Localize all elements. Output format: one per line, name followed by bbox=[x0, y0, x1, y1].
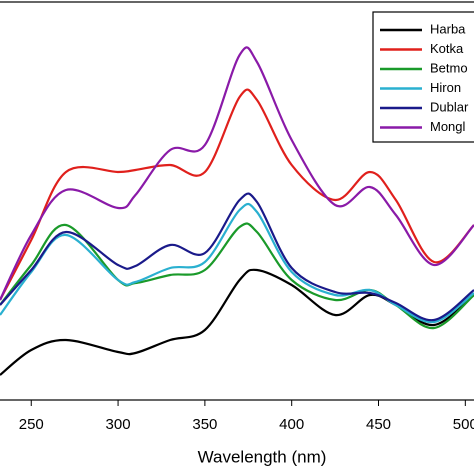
x-tick-label: 250 bbox=[19, 416, 44, 433]
x-tick-label: 400 bbox=[279, 416, 304, 433]
legend-label: Kotka bbox=[430, 41, 464, 56]
data-line bbox=[0, 88, 474, 301]
legend-label: Dublar bbox=[430, 99, 469, 114]
data-line bbox=[0, 222, 474, 330]
legend-label: Harba bbox=[430, 21, 466, 36]
plot-frame bbox=[0, 1, 474, 401]
data-line bbox=[0, 46, 474, 301]
legend-label: Mongl bbox=[430, 119, 466, 134]
data-line bbox=[0, 202, 474, 324]
data-line bbox=[0, 268, 474, 376]
x-tick-label: 350 bbox=[192, 416, 217, 433]
data-line bbox=[0, 192, 474, 322]
x-tick-label: 500 bbox=[453, 416, 474, 433]
legend-label: Betmo bbox=[430, 60, 468, 75]
x-tick-label: 450 bbox=[366, 416, 391, 433]
x-axis-title: Wavelength (nm) bbox=[198, 447, 327, 466]
x-tick-label: 300 bbox=[106, 416, 131, 433]
legend-box bbox=[372, 11, 474, 143]
legend-label: Hiron bbox=[430, 80, 461, 95]
